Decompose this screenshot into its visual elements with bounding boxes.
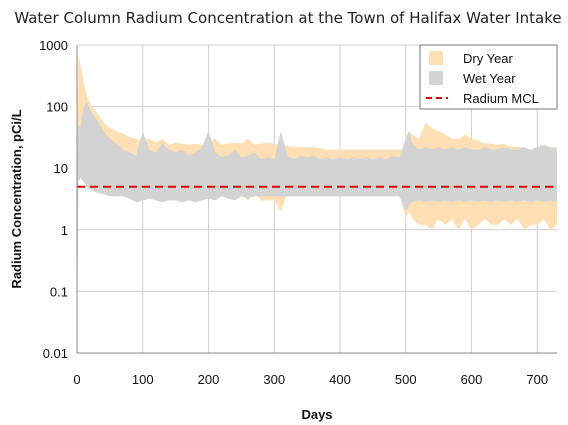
- x-tick-label: 600: [461, 372, 483, 387]
- legend-label: Radium MCL: [463, 91, 539, 106]
- series-band-dry-year: [77, 54, 557, 353]
- y-tick-label: 0.01: [43, 346, 68, 361]
- axes: [76, 45, 557, 354]
- legend-label: Dry Year: [463, 51, 514, 66]
- y-tick-label: 1: [61, 223, 68, 238]
- x-tick-label: 200: [198, 372, 220, 387]
- y-axis-label: Radium Concentration, pCi/L: [9, 109, 24, 288]
- x-tick-label: 0: [73, 372, 80, 387]
- y-tick-label: 10: [54, 161, 68, 176]
- series-layer: [77, 54, 557, 353]
- chart-title: Water Column Radium Concentration at the…: [14, 9, 561, 27]
- legend-items: Dry Year Wet Year Radium MCL: [426, 51, 539, 106]
- series-band-wet-year: [77, 101, 557, 353]
- x-tick-label: 700: [526, 372, 548, 387]
- x-axis-label: Days: [301, 407, 332, 422]
- legend-label: Wet Year: [463, 71, 516, 86]
- legend-swatch: [429, 71, 443, 85]
- legend: Dry Year Wet Year Radium MCL: [419, 44, 558, 110]
- y-tick-label: 0.1: [50, 284, 68, 299]
- x-tick-label: 400: [329, 372, 351, 387]
- y-tick-label: 1000: [39, 38, 68, 53]
- y-tick-label: 100: [46, 100, 68, 115]
- x-tick-label: 300: [263, 372, 285, 387]
- x-tick-label: 500: [395, 372, 417, 387]
- x-tick-label: 100: [132, 372, 154, 387]
- tick-labels: 0 100 200 300 400 500 600 700 0.01 0.1 1 10 100 1000: [39, 38, 548, 387]
- legend-swatch: [429, 51, 443, 65]
